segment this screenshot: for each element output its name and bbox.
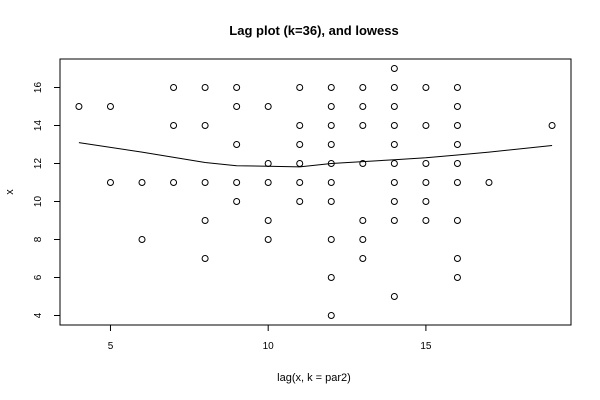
data-point [264,160,272,167]
data-point [453,141,461,148]
lowess-line [78,142,553,168]
data-point [296,141,304,148]
data-point [327,141,335,148]
data-point [327,198,335,205]
y-tick-label: 6 [33,274,44,280]
data-point [327,179,335,186]
data-point [359,255,367,262]
data-point [170,179,178,186]
data-point [170,84,178,91]
data-point [75,103,83,110]
data-point [264,236,272,243]
x-tick-label: 5 [108,341,114,352]
data-point [359,160,367,167]
data-point [233,179,241,186]
y-tick-label: 10 [33,196,44,208]
x-axis-label: lag(x, k = par2) [277,372,351,384]
data-point [359,217,367,224]
data-point [422,122,430,129]
data-point [453,84,461,91]
data-point [327,122,335,129]
data-point [201,179,209,186]
y-tick-label: 14 [33,120,44,132]
data-point [264,103,272,110]
y-tick-label: 4 [33,312,44,318]
y-tick-label: 16 [33,82,44,94]
data-point [390,84,398,91]
data-point [390,198,398,205]
data-point [296,179,304,186]
data-point [453,103,461,110]
data-point [296,198,304,205]
data-point [233,198,241,205]
data-point [485,179,493,186]
data-point [422,217,430,224]
y-tick-label: 12 [33,158,44,170]
data-point [453,255,461,262]
data-point [233,103,241,110]
scatter-points [75,65,556,319]
data-point [422,179,430,186]
data-point [233,84,241,91]
data-point [359,122,367,129]
data-point [453,274,461,281]
data-point [327,103,335,110]
data-point [264,179,272,186]
data-point [296,84,304,91]
data-point [264,217,272,224]
data-point [390,122,398,129]
data-point [296,122,304,129]
chart-title: Lag plot (k=36), and lowess [229,23,398,38]
y-tick-label: 8 [33,236,44,242]
data-point [327,274,335,281]
data-point [548,122,556,129]
data-point [390,217,398,224]
data-point [327,236,335,243]
data-point [453,122,461,129]
data-point [390,103,398,110]
data-point [138,236,146,243]
data-point [327,84,335,91]
x-tick-label: 10 [263,341,275,352]
data-point [106,179,114,186]
data-point [359,236,367,243]
data-point [453,179,461,186]
lowess-line-group [78,142,553,168]
data-point [453,160,461,167]
data-point [201,255,209,262]
x-axis: 5 10 15 [108,325,432,352]
y-axis-label: x [4,189,16,195]
data-point [170,122,178,129]
data-point [359,103,367,110]
data-point [201,122,209,129]
plot-frame [59,58,572,326]
data-point [453,217,461,224]
data-point [422,198,430,205]
data-point [390,160,398,167]
data-point [422,160,430,167]
data-point [390,293,398,300]
data-point [422,84,430,91]
data-point [296,160,304,167]
data-point [327,312,335,319]
data-point [233,141,241,148]
x-tick-label: 15 [420,341,432,352]
data-point [390,179,398,186]
data-point [138,179,146,186]
data-point [359,84,367,91]
data-point [106,103,114,110]
y-axis: 4 6 8 10 12 14 16 [33,82,60,318]
data-point [390,141,398,148]
data-point [390,65,398,72]
data-point [201,217,209,224]
data-point [201,84,209,91]
